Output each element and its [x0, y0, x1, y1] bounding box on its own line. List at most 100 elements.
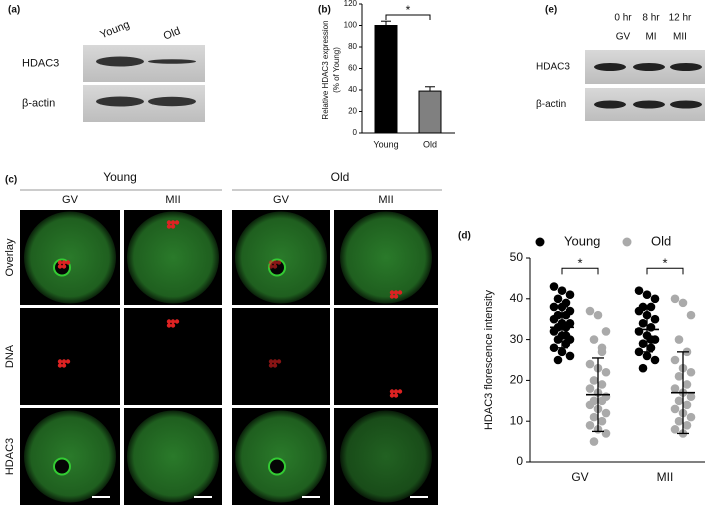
group-label: Old — [331, 170, 350, 184]
dna — [268, 260, 274, 265]
dna — [65, 260, 71, 265]
dna — [272, 359, 278, 364]
point — [585, 384, 595, 393]
point — [589, 335, 599, 344]
point — [601, 408, 611, 418]
dna — [170, 323, 176, 328]
dna — [276, 260, 282, 265]
row-label: Overlay — [4, 238, 16, 276]
row-label: β-actin — [536, 99, 566, 110]
dna — [389, 290, 395, 295]
dna — [57, 264, 63, 269]
bar — [374, 25, 398, 134]
band — [633, 100, 665, 109]
x-tick-label: MII — [657, 470, 674, 484]
row-label: HDAC3 — [22, 57, 59, 69]
group-label: Young — [103, 170, 137, 184]
row-label: HDAC3 — [4, 438, 16, 475]
dna — [57, 260, 63, 265]
dna — [272, 260, 278, 265]
micrograph — [232, 308, 330, 405]
micrograph — [334, 308, 438, 405]
dna — [61, 363, 67, 368]
point — [601, 367, 611, 377]
point — [650, 355, 660, 365]
band — [96, 56, 144, 67]
band — [594, 100, 626, 109]
oocyte — [235, 410, 327, 503]
y-tick-label: 0 — [353, 128, 358, 137]
dna — [268, 264, 274, 269]
point — [670, 384, 680, 393]
point — [650, 314, 660, 324]
significance-bracket — [385, 14, 431, 20]
dna — [170, 319, 176, 324]
lane-label: 12 hr — [669, 13, 692, 24]
dna — [57, 359, 63, 364]
point — [585, 420, 595, 430]
dna — [397, 290, 403, 295]
row-label: DNA — [4, 344, 16, 368]
dna — [397, 389, 403, 394]
point — [553, 335, 563, 344]
significance-bracket — [561, 267, 599, 275]
dna — [170, 224, 176, 229]
dna — [389, 294, 395, 299]
y-tick-label: 40 — [510, 291, 524, 305]
dna — [65, 359, 71, 364]
lane-label: 8 hr — [642, 13, 660, 24]
dna — [389, 393, 395, 398]
oocyte — [127, 410, 219, 503]
dna — [268, 359, 274, 364]
dna — [166, 220, 172, 225]
point — [553, 355, 563, 365]
legend-marker — [622, 237, 632, 247]
point — [670, 425, 680, 434]
bar — [418, 90, 442, 134]
dna — [166, 323, 172, 328]
point — [674, 396, 684, 406]
point — [561, 310, 571, 320]
dna — [389, 389, 395, 394]
point — [565, 290, 575, 300]
dna — [61, 260, 67, 265]
oocyte — [340, 410, 432, 503]
x-tick-label: GV — [571, 470, 588, 484]
point — [601, 327, 611, 336]
point — [686, 310, 696, 320]
row-label: HDAC3 — [536, 62, 570, 73]
x-tick-label: Old — [423, 139, 437, 149]
point — [686, 392, 696, 402]
oocyte — [127, 211, 219, 304]
dna — [272, 264, 278, 269]
significance-bracket — [646, 267, 684, 275]
dna — [272, 363, 278, 368]
point — [646, 323, 656, 332]
point — [557, 347, 567, 357]
panel-label: (c) — [5, 175, 17, 186]
point — [561, 339, 571, 348]
point — [549, 343, 559, 353]
dna — [393, 393, 399, 398]
oocyte — [24, 410, 116, 503]
panel-label: (d) — [458, 231, 471, 242]
point — [634, 306, 644, 316]
oocyte — [340, 211, 432, 304]
band — [670, 63, 702, 71]
dna — [393, 294, 399, 299]
point — [585, 306, 595, 316]
legend-label: Young — [564, 233, 600, 248]
point — [589, 437, 599, 446]
y-tick-label: 30 — [510, 332, 524, 346]
nucleus — [53, 258, 71, 277]
significance: * — [406, 3, 411, 17]
point — [678, 298, 688, 308]
band — [670, 100, 702, 109]
point — [642, 290, 652, 300]
dna — [61, 359, 67, 364]
point — [674, 372, 684, 381]
point — [670, 355, 680, 365]
point — [549, 314, 559, 324]
nucleus — [268, 258, 286, 277]
